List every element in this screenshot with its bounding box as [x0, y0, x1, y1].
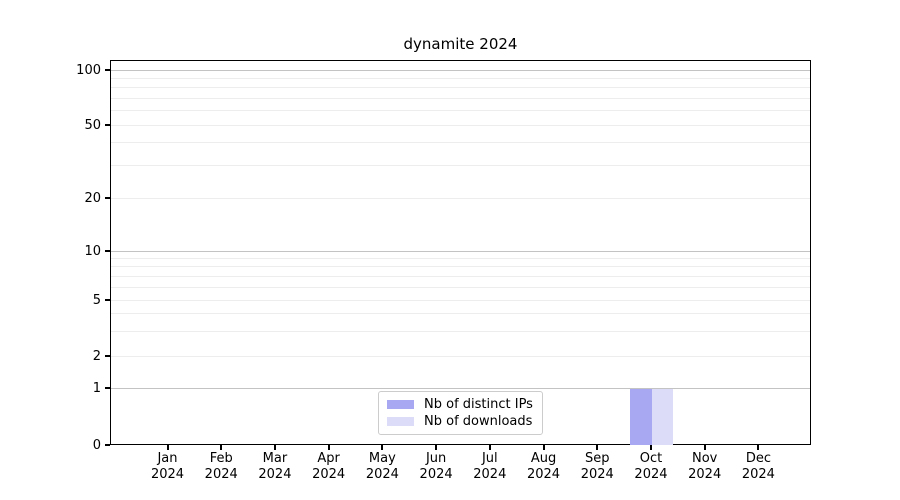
- y-tick-mark-0: [105, 444, 110, 446]
- x-tick-year: 2024: [419, 467, 453, 482]
- y-tick-label-2: 2: [92, 348, 101, 364]
- x-tick-year: 2024: [150, 467, 185, 482]
- x-tick-year: 2024: [580, 467, 614, 482]
- x-tick-label-may: May 2024: [342, 451, 422, 483]
- x-tick-year: 2024: [312, 467, 346, 482]
- x-tick-year: 2024: [204, 467, 238, 482]
- gridline-y-70: [111, 97, 810, 99]
- x-tick-mark-apr: [327, 445, 330, 450]
- gridline-y-50: [111, 124, 810, 126]
- x-tick-mark-jan: [166, 445, 169, 450]
- x-tick-year: 2024: [365, 467, 399, 482]
- legend-label-distinct-ips: Nb of distinct IPs: [424, 397, 533, 412]
- x-tick-year: 2024: [741, 467, 775, 482]
- x-tick-label-aug: Aug 2024: [504, 451, 584, 483]
- y-tick-label-50: 50: [84, 117, 101, 133]
- y-tick-mark-5: [105, 299, 110, 301]
- x-tick-mark-feb: [220, 445, 223, 450]
- gridline-y-10: [111, 250, 810, 252]
- x-tick-label-nov: Nov 2024: [665, 451, 745, 483]
- x-tick-label-sep: Sep 2024: [557, 451, 637, 483]
- bar-oct-distinct-ips: [630, 389, 652, 445]
- gridline-y-8: [111, 266, 810, 268]
- gridline-y-5: [111, 299, 810, 301]
- x-tick-mark-jul: [488, 445, 491, 450]
- x-tick-mark-nov: [703, 445, 706, 450]
- y-tick-label-1: 1: [92, 380, 101, 396]
- gridline-y-7: [111, 275, 810, 277]
- legend-swatch-downloads: [387, 417, 414, 426]
- legend-swatch-distinct-ips: [387, 400, 414, 409]
- x-tick-mark-mar: [273, 445, 276, 450]
- x-tick-label-mar: Mar 2024: [235, 451, 315, 483]
- x-tick-label-jul: Jul 2024: [450, 451, 530, 483]
- x-tick-mark-jun: [435, 445, 438, 450]
- x-tick-label-oct: Oct 2024: [611, 451, 691, 483]
- gridline-y-3: [111, 330, 810, 332]
- gridline-y-9: [111, 257, 810, 259]
- gridline-y-2: [111, 355, 810, 357]
- y-tick-label-100: 100: [76, 62, 101, 78]
- gridline-y-6: [111, 286, 810, 288]
- bar-oct-downloads: [651, 389, 674, 445]
- x-tick-year: 2024: [258, 467, 292, 482]
- x-tick-year: 2024: [688, 467, 722, 482]
- x-tick-year: 2024: [634, 467, 668, 482]
- gridline-y-40: [111, 142, 810, 144]
- y-tick-mark-100: [105, 69, 110, 71]
- x-tick-label-jun: Jun 2024: [396, 451, 476, 483]
- chart-title: dynamite 2024: [403, 35, 518, 53]
- x-tick-label-jan: Jan 2024: [128, 451, 208, 483]
- gridline-y-100: [111, 69, 810, 71]
- legend-row: Nb of distinct IPs: [387, 397, 534, 412]
- y-tick-mark-50: [105, 124, 110, 126]
- y-tick-label-0: 0: [92, 437, 101, 453]
- y-tick-mark-10: [105, 250, 110, 252]
- legend: Nb of distinct IPs Nb of downloads: [378, 391, 543, 435]
- legend-label-downloads: Nb of downloads: [424, 414, 533, 429]
- x-tick-label-dec: Dec 2024: [718, 451, 798, 483]
- gridline-y-1: [111, 387, 810, 389]
- y-tick-mark-2: [105, 355, 110, 357]
- x-tick-mark-dec: [757, 445, 760, 450]
- x-tick-mark-sep: [596, 445, 599, 450]
- y-tick-label-5: 5: [92, 292, 101, 308]
- x-tick-year: 2024: [473, 467, 507, 482]
- y-tick-mark-1: [105, 387, 110, 389]
- gridline-y-60: [111, 110, 810, 112]
- x-tick-label-feb: Feb 2024: [181, 451, 261, 483]
- gridline-y-80: [111, 87, 810, 89]
- x-tick-label-apr: Apr 2024: [289, 451, 369, 483]
- y-tick-mark-20: [105, 197, 110, 199]
- y-tick-label-20: 20: [84, 190, 101, 206]
- gridline-y-20: [111, 197, 810, 199]
- gridline-y-30: [111, 165, 810, 167]
- y-tick-label-10: 10: [84, 243, 101, 259]
- x-tick-mark-oct: [649, 445, 652, 450]
- x-tick-mark-aug: [542, 445, 545, 450]
- x-tick-year: 2024: [526, 467, 561, 482]
- x-tick-mark-may: [381, 445, 384, 450]
- legend-row: Nb of downloads: [387, 414, 534, 429]
- gridline-y-90: [111, 77, 810, 79]
- gridline-y-4: [111, 313, 810, 315]
- plot-area: [110, 60, 811, 445]
